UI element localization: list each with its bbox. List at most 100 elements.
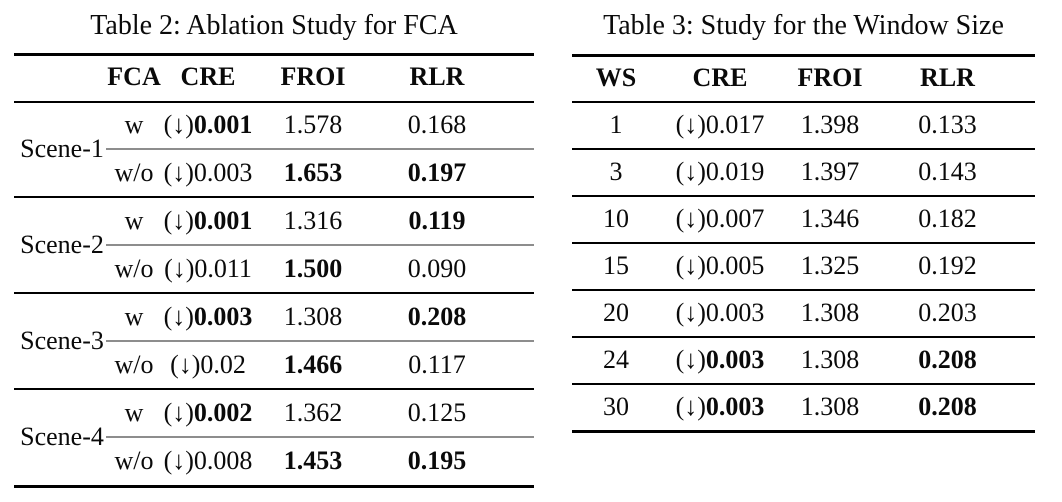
rlr-cell: 0.133 bbox=[918, 109, 977, 139]
down-arrow-prefix: (↓) bbox=[163, 158, 194, 187]
table-2-header-froi: FROI bbox=[280, 62, 346, 91]
scene-label: Scene-4 bbox=[20, 422, 104, 451]
table-2-group-rule-3 bbox=[14, 388, 534, 390]
cre-value: 0.003 bbox=[705, 344, 765, 374]
froi-cell: 1.500 bbox=[283, 254, 343, 283]
table-3-header-rlr: RLR bbox=[920, 62, 975, 92]
rlr-cell: 0.195 bbox=[407, 446, 467, 475]
ws-cell: 15 bbox=[603, 250, 629, 280]
cre-cell: (↓)0.008 bbox=[164, 446, 253, 476]
fca-cell: w bbox=[124, 110, 144, 139]
table-2-group-rule-2 bbox=[14, 292, 534, 294]
froi-cell: 1.308 bbox=[283, 302, 343, 331]
ws-cell: 20 bbox=[603, 297, 629, 327]
down-arrow-prefix: (↓) bbox=[675, 344, 706, 374]
froi-cell: 1.453 bbox=[283, 446, 343, 475]
froi-cell: 1.362 bbox=[283, 398, 343, 427]
rlr-cell: 0.182 bbox=[918, 203, 977, 233]
table-3-window-size-study: Table 3: Study for the Window Size WS CR… bbox=[572, 8, 1035, 438]
froi-cell: 1.397 bbox=[800, 156, 860, 186]
fca-cell: w/o bbox=[114, 446, 154, 475]
cre-cell: (↓)0.001 bbox=[164, 206, 253, 236]
cre-cell: (↓)0.02 bbox=[170, 350, 246, 380]
down-arrow-prefix: (↓) bbox=[163, 206, 194, 235]
down-arrow-prefix: (↓) bbox=[163, 398, 194, 427]
table-3-grid: WS CRE FROI RLR 1 (↓)0.017 1.398 0.133 3… bbox=[572, 54, 1035, 430]
table-3-top-rule bbox=[572, 54, 1035, 57]
table-3-bottom-rule bbox=[572, 430, 1035, 433]
scene-label: Scene-2 bbox=[20, 230, 104, 259]
table-2-caption: Table 2: Ablation Study for FCA bbox=[90, 10, 458, 41]
table-2-header-rlr: RLR bbox=[409, 62, 465, 91]
fca-cell: w bbox=[124, 398, 144, 427]
froi-cell: 1.308 bbox=[800, 344, 860, 374]
cre-cell: (↓)0.003 bbox=[676, 345, 765, 375]
down-arrow-prefix: (↓) bbox=[163, 446, 194, 475]
table-3-row-rule-5 bbox=[572, 336, 1035, 338]
rlr-cell: 0.208 bbox=[918, 344, 977, 374]
rlr-cell: 0.090 bbox=[407, 254, 467, 283]
table-2-top-rule bbox=[14, 53, 534, 56]
down-arrow-prefix: (↓) bbox=[675, 203, 706, 233]
down-arrow-prefix: (↓) bbox=[675, 156, 706, 186]
rlr-cell: 0.208 bbox=[407, 302, 467, 331]
cre-value: 0.02 bbox=[200, 350, 246, 379]
down-arrow-prefix: (↓) bbox=[163, 302, 194, 331]
cre-value: 0.005 bbox=[705, 250, 765, 280]
table-2-inner-rule-3 bbox=[106, 340, 534, 342]
froi-cell: 1.346 bbox=[800, 203, 860, 233]
rlr-cell: 0.192 bbox=[918, 250, 977, 280]
rlr-cell: 0.117 bbox=[408, 350, 466, 379]
fca-cell: w/o bbox=[114, 350, 154, 379]
cre-cell: (↓)0.003 bbox=[164, 302, 253, 332]
fca-cell: w/o bbox=[114, 254, 154, 283]
table-3-header-rule bbox=[572, 101, 1035, 103]
cre-value: 0.008 bbox=[193, 446, 253, 475]
table-2-header-rule bbox=[14, 101, 534, 103]
down-arrow-prefix: (↓) bbox=[675, 391, 706, 421]
down-arrow-prefix: (↓) bbox=[164, 254, 195, 283]
table-2-inner-rule-4 bbox=[106, 436, 534, 438]
table-3-header-froi: FROI bbox=[797, 62, 863, 92]
table-3-caption: Table 3: Study for the Window Size bbox=[603, 10, 1004, 41]
ws-cell: 24 bbox=[603, 344, 629, 374]
cre-cell: (↓)0.001 bbox=[164, 110, 253, 140]
scene-label: Scene-1 bbox=[20, 134, 104, 163]
ws-cell: 30 bbox=[603, 391, 629, 421]
down-arrow-prefix: (↓) bbox=[675, 250, 706, 280]
table-3-row-rule-4 bbox=[572, 289, 1035, 291]
froi-cell: 1.308 bbox=[800, 297, 860, 327]
table-2-header-fca: FCA bbox=[107, 62, 161, 91]
fca-cell: w bbox=[124, 206, 144, 235]
rlr-cell: 0.125 bbox=[407, 398, 467, 427]
table-3-row-rule-6 bbox=[572, 383, 1035, 385]
cre-value: 0.002 bbox=[193, 398, 253, 427]
froi-cell: 1.466 bbox=[283, 350, 343, 379]
down-arrow-prefix: (↓) bbox=[675, 297, 706, 327]
table-2-grid: FCA CRE FROI RLR Scene-1 w (↓)0.001 1.57… bbox=[14, 53, 534, 485]
table-3-header-cre: CRE bbox=[692, 62, 748, 92]
froi-cell: 1.316 bbox=[283, 206, 343, 235]
table-2-inner-rule-1 bbox=[106, 148, 534, 150]
cre-value: 0.019 bbox=[705, 156, 765, 186]
rlr-cell: 0.119 bbox=[408, 206, 466, 235]
table-2-header-cre: CRE bbox=[180, 62, 236, 91]
cre-value: 0.001 bbox=[193, 206, 253, 235]
rlr-cell: 0.203 bbox=[918, 297, 977, 327]
cre-cell: (↓)0.003 bbox=[676, 298, 765, 328]
rlr-cell: 0.143 bbox=[918, 156, 977, 186]
rlr-cell: 0.197 bbox=[407, 158, 467, 187]
froi-cell: 1.653 bbox=[283, 158, 343, 187]
fca-cell: w/o bbox=[114, 158, 154, 187]
cre-value: 0.003 bbox=[705, 297, 765, 327]
cre-cell: (↓)0.011 bbox=[164, 254, 252, 284]
froi-cell: 1.325 bbox=[800, 250, 860, 280]
table-2-bottom-rule bbox=[14, 485, 534, 488]
ws-cell: 3 bbox=[609, 156, 623, 186]
cre-cell: (↓)0.003 bbox=[164, 158, 253, 188]
table-2-ablation-study: Table 2: Ablation Study for FCA FCA CRE … bbox=[14, 8, 534, 492]
down-arrow-prefix: (↓) bbox=[163, 110, 194, 139]
cre-cell: (↓)0.007 bbox=[676, 204, 765, 234]
table-2-inner-rule-2 bbox=[106, 244, 534, 246]
